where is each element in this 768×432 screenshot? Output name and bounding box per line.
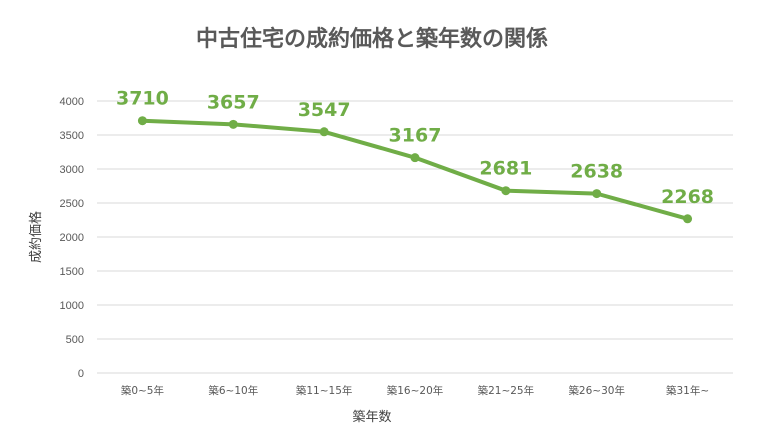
y-tick-label: 2500: [60, 198, 84, 210]
data-label: 2681: [479, 158, 532, 180]
x-axis-ticks: 築0~5年 築6~10年 築11~15年 築16~20年 築21~25年 築26~30年 築…: [121, 384, 709, 397]
y-tick-label: 4000: [60, 96, 84, 108]
data-label: 3657: [207, 91, 260, 113]
data-point: [501, 186, 511, 196]
data-point: [319, 127, 329, 137]
x-tick-label: 築16~20年: [387, 384, 444, 397]
chart-title: 中古住宅の成約価格と築年数の関係: [196, 26, 548, 52]
series-line: [137, 116, 693, 224]
y-tick-label: 1500: [60, 266, 84, 278]
gridlines: [97, 100, 733, 374]
y-axis-ticks: 0 500 1000 1500 2000 2500 3000 3500 4000: [60, 96, 84, 380]
data-label: 2268: [661, 186, 714, 208]
x-tick-label: 築21~25年: [478, 384, 535, 397]
data-label: 3167: [389, 125, 442, 147]
x-tick-label: 築31年~: [666, 384, 709, 397]
x-axis-label: 築年数: [352, 410, 391, 425]
x-tick-label: 築26~30年: [568, 384, 625, 397]
y-tick-label: 1000: [60, 300, 84, 312]
x-tick-label: 築6~10年: [208, 384, 258, 397]
data-point: [228, 119, 238, 129]
data-labels: 3710 3657 3547 3167 2681 2638 2268: [116, 88, 714, 208]
y-tick-label: 0: [78, 368, 84, 380]
y-tick-label: 3500: [60, 130, 84, 142]
data-label: 3710: [116, 88, 169, 110]
data-point: [592, 189, 602, 199]
data-point: [683, 214, 693, 224]
data-label: 2638: [570, 161, 623, 183]
y-axis-label: 成約価格: [28, 211, 44, 263]
x-tick-label: 築11~15年: [296, 384, 353, 397]
data-point: [410, 153, 420, 163]
y-tick-label: 2000: [60, 232, 84, 244]
data-point: [137, 116, 147, 126]
x-tick-label: 築0~5年: [121, 384, 164, 397]
y-tick-label: 500: [66, 334, 84, 346]
y-tick-label: 3000: [60, 164, 84, 176]
data-label: 3547: [298, 99, 351, 121]
